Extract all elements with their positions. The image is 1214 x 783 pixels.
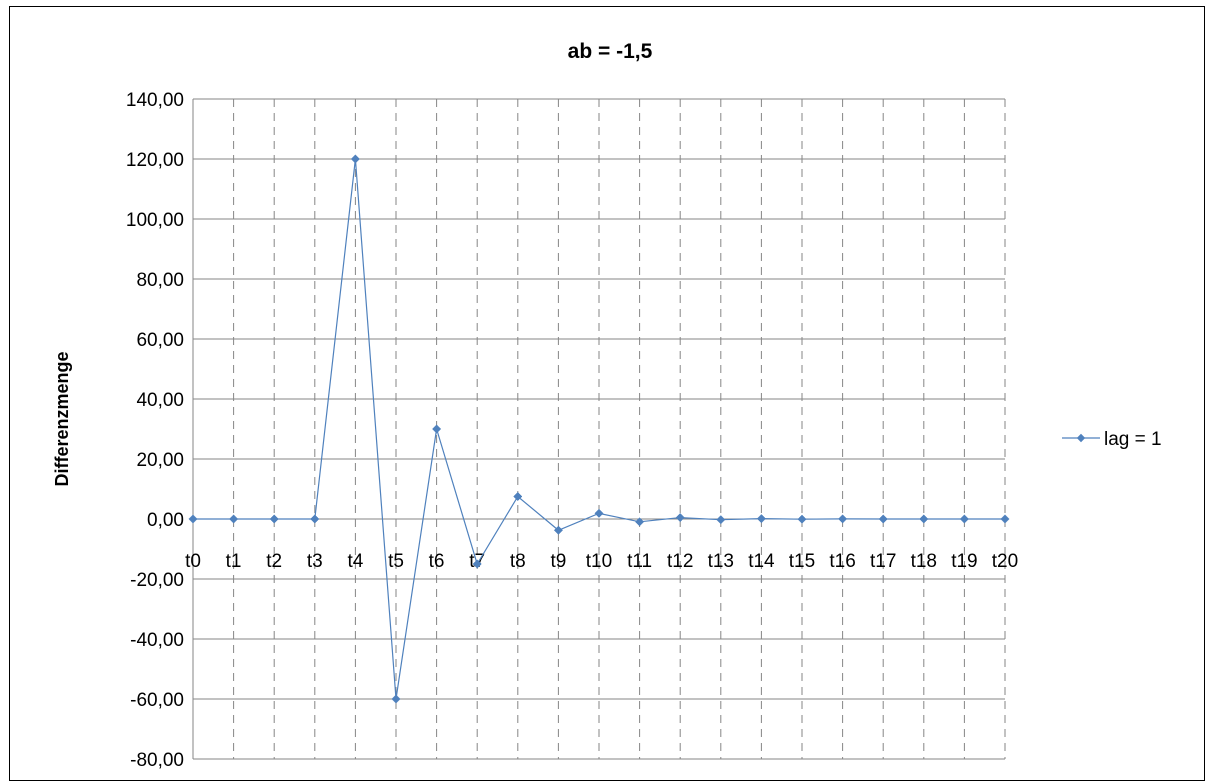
data-point <box>959 514 969 524</box>
data-point <box>513 491 523 502</box>
x-tick-labels: t0t1t2t3t4t5t6t7t8t9t10t11t12t13t14t15t1… <box>185 551 1018 572</box>
y-tick-label: -80,00 <box>130 750 184 771</box>
data-point <box>756 514 766 524</box>
data-point <box>594 508 604 518</box>
chart-title: ab = -1,5 <box>568 40 653 63</box>
data-point <box>878 514 888 524</box>
data-point <box>310 514 320 524</box>
y-tick-label: 0,00 <box>147 510 184 531</box>
data-point <box>432 424 442 434</box>
y-tick-label: 120,00 <box>126 150 184 171</box>
x-tick-label: t8 <box>510 551 526 572</box>
x-tick-label: t5 <box>388 551 404 572</box>
x-tick-label: t6 <box>429 551 445 572</box>
y-tick-label: -40,00 <box>130 630 184 651</box>
y-tick-label: -60,00 <box>130 690 184 711</box>
chart-frame <box>9 6 1205 781</box>
data-point <box>716 515 726 525</box>
y-tick-labels: 140,00 120,00 100,00 80,00 60,00 40,00 20,00 0,… <box>126 90 184 771</box>
x-tick-label: t14 <box>748 551 775 572</box>
x-tick-label: t13 <box>708 551 734 572</box>
data-point <box>635 517 645 527</box>
x-tick-label: t17 <box>870 551 896 572</box>
data-point <box>553 525 563 535</box>
legend-marker <box>1076 433 1086 443</box>
x-tick-label: t16 <box>829 551 855 572</box>
y-tick-label: 60,00 <box>136 330 184 351</box>
data-point <box>391 694 401 704</box>
y-tick-label: 80,00 <box>136 270 184 291</box>
y-axis-label: Differenzmenge <box>52 351 72 486</box>
grid <box>192 98 1006 760</box>
y-tick-label: 40,00 <box>136 390 184 411</box>
x-tick-label: t20 <box>992 551 1018 572</box>
y-tick-label: 140,00 <box>126 90 184 111</box>
x-tick-label: t19 <box>951 551 977 572</box>
data-point <box>919 514 929 524</box>
legend: lag = 1 <box>1062 429 1162 450</box>
legend-label: lag = 1 <box>1104 429 1162 450</box>
series-group <box>188 154 1010 704</box>
x-tick-label: t15 <box>789 551 815 572</box>
data-point <box>1000 514 1010 524</box>
x-tick-label: t9 <box>550 551 566 572</box>
data-point <box>675 513 685 523</box>
x-tick-label: t12 <box>667 551 693 572</box>
data-point <box>188 514 198 524</box>
x-tick-label: t3 <box>307 551 323 572</box>
y-tick-label: 100,00 <box>126 210 184 231</box>
y-tick-label: -20,00 <box>130 570 184 591</box>
x-tick-label: t1 <box>226 551 242 572</box>
data-point <box>350 154 360 164</box>
data-point <box>797 514 807 524</box>
data-point <box>838 514 848 524</box>
x-tick-label: t18 <box>911 551 937 572</box>
x-tick-label: t10 <box>586 551 612 572</box>
x-tick-label: t4 <box>347 551 363 572</box>
x-tick-label: t2 <box>266 551 282 572</box>
y-tick-label: 20,00 <box>136 450 184 471</box>
x-tick-label: t11 <box>627 551 652 572</box>
data-point <box>229 514 239 524</box>
x-tick-label: t0 <box>185 551 201 572</box>
data-point <box>269 514 279 524</box>
data-point <box>472 559 482 569</box>
